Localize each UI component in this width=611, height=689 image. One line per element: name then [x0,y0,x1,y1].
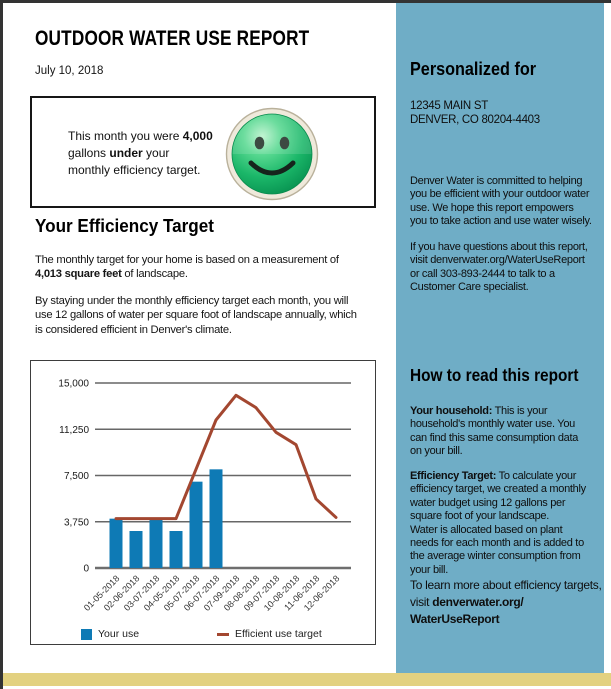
customer-address: 12345 MAIN ST DENVER, CO 80204-4403 [410,100,540,126]
legend-your-use: Your use [81,628,139,640]
svg-text:3,750: 3,750 [64,517,89,528]
how-to-read-heading: How to read this report [410,365,579,385]
legend-target-label: Efficient use target [235,628,322,640]
water-use-chart: 03,7507,50011,25015,00001-05-201802-06-2… [58,379,351,613]
report-sidebar: Personalized for 12345 MAIN ST DENVER, CO… [396,3,604,673]
efficiency-target-heading: Your Efficiency Target [35,216,214,236]
happy-face-icon [225,107,319,201]
sidebar-intro-para: Denver Water is committed to helping you … [410,175,592,228]
efficiency-para-measurement: The monthly target for your home is base… [35,254,339,281]
monthly-summary-box: This month you were 4,000 gallons under y… [30,96,376,208]
line-series-swatch-icon [217,632,229,636]
household-explainer-para: Your household: This is your household's … [410,405,579,458]
svg-text:0: 0 [83,564,89,575]
page-edge-top [0,0,611,3]
report-main-column: OUTDOOR WATER USE REPORT July 10, 2018 T… [3,3,396,673]
efficiency-target-explainer-para: Efficiency Target: To calculate your effi… [410,470,586,576]
legend-efficient-target: Efficient use target [217,628,322,640]
legend-your-use-label: Your use [98,628,140,640]
page-edge-left [0,0,3,689]
svg-text:11,250: 11,250 [59,425,89,436]
water-use-chart-box: 0 3,750 7,500 11,250 15,000 01-05-2018 02-06-2… [30,360,376,645]
efficiency-para-explanation: By staying under the monthly efficiency … [35,295,357,336]
report-title: OUTDOOR WATER USE REPORT [35,27,310,50]
learn-more-para: To learn more about efficiency targets, … [410,578,602,626]
bar-series-swatch-icon [81,628,92,640]
report-date: July 10, 2018 [35,65,104,77]
svg-text:7,500: 7,500 [64,471,89,482]
svg-text:15,000: 15,000 [58,379,89,390]
footer-accent-band [3,673,611,686]
summary-message: This month you were 4,000 gallons under y… [68,129,213,177]
personalized-for-heading: Personalized for [410,59,537,79]
sidebar-contact-para: If you have questions about this report,… [410,241,588,294]
